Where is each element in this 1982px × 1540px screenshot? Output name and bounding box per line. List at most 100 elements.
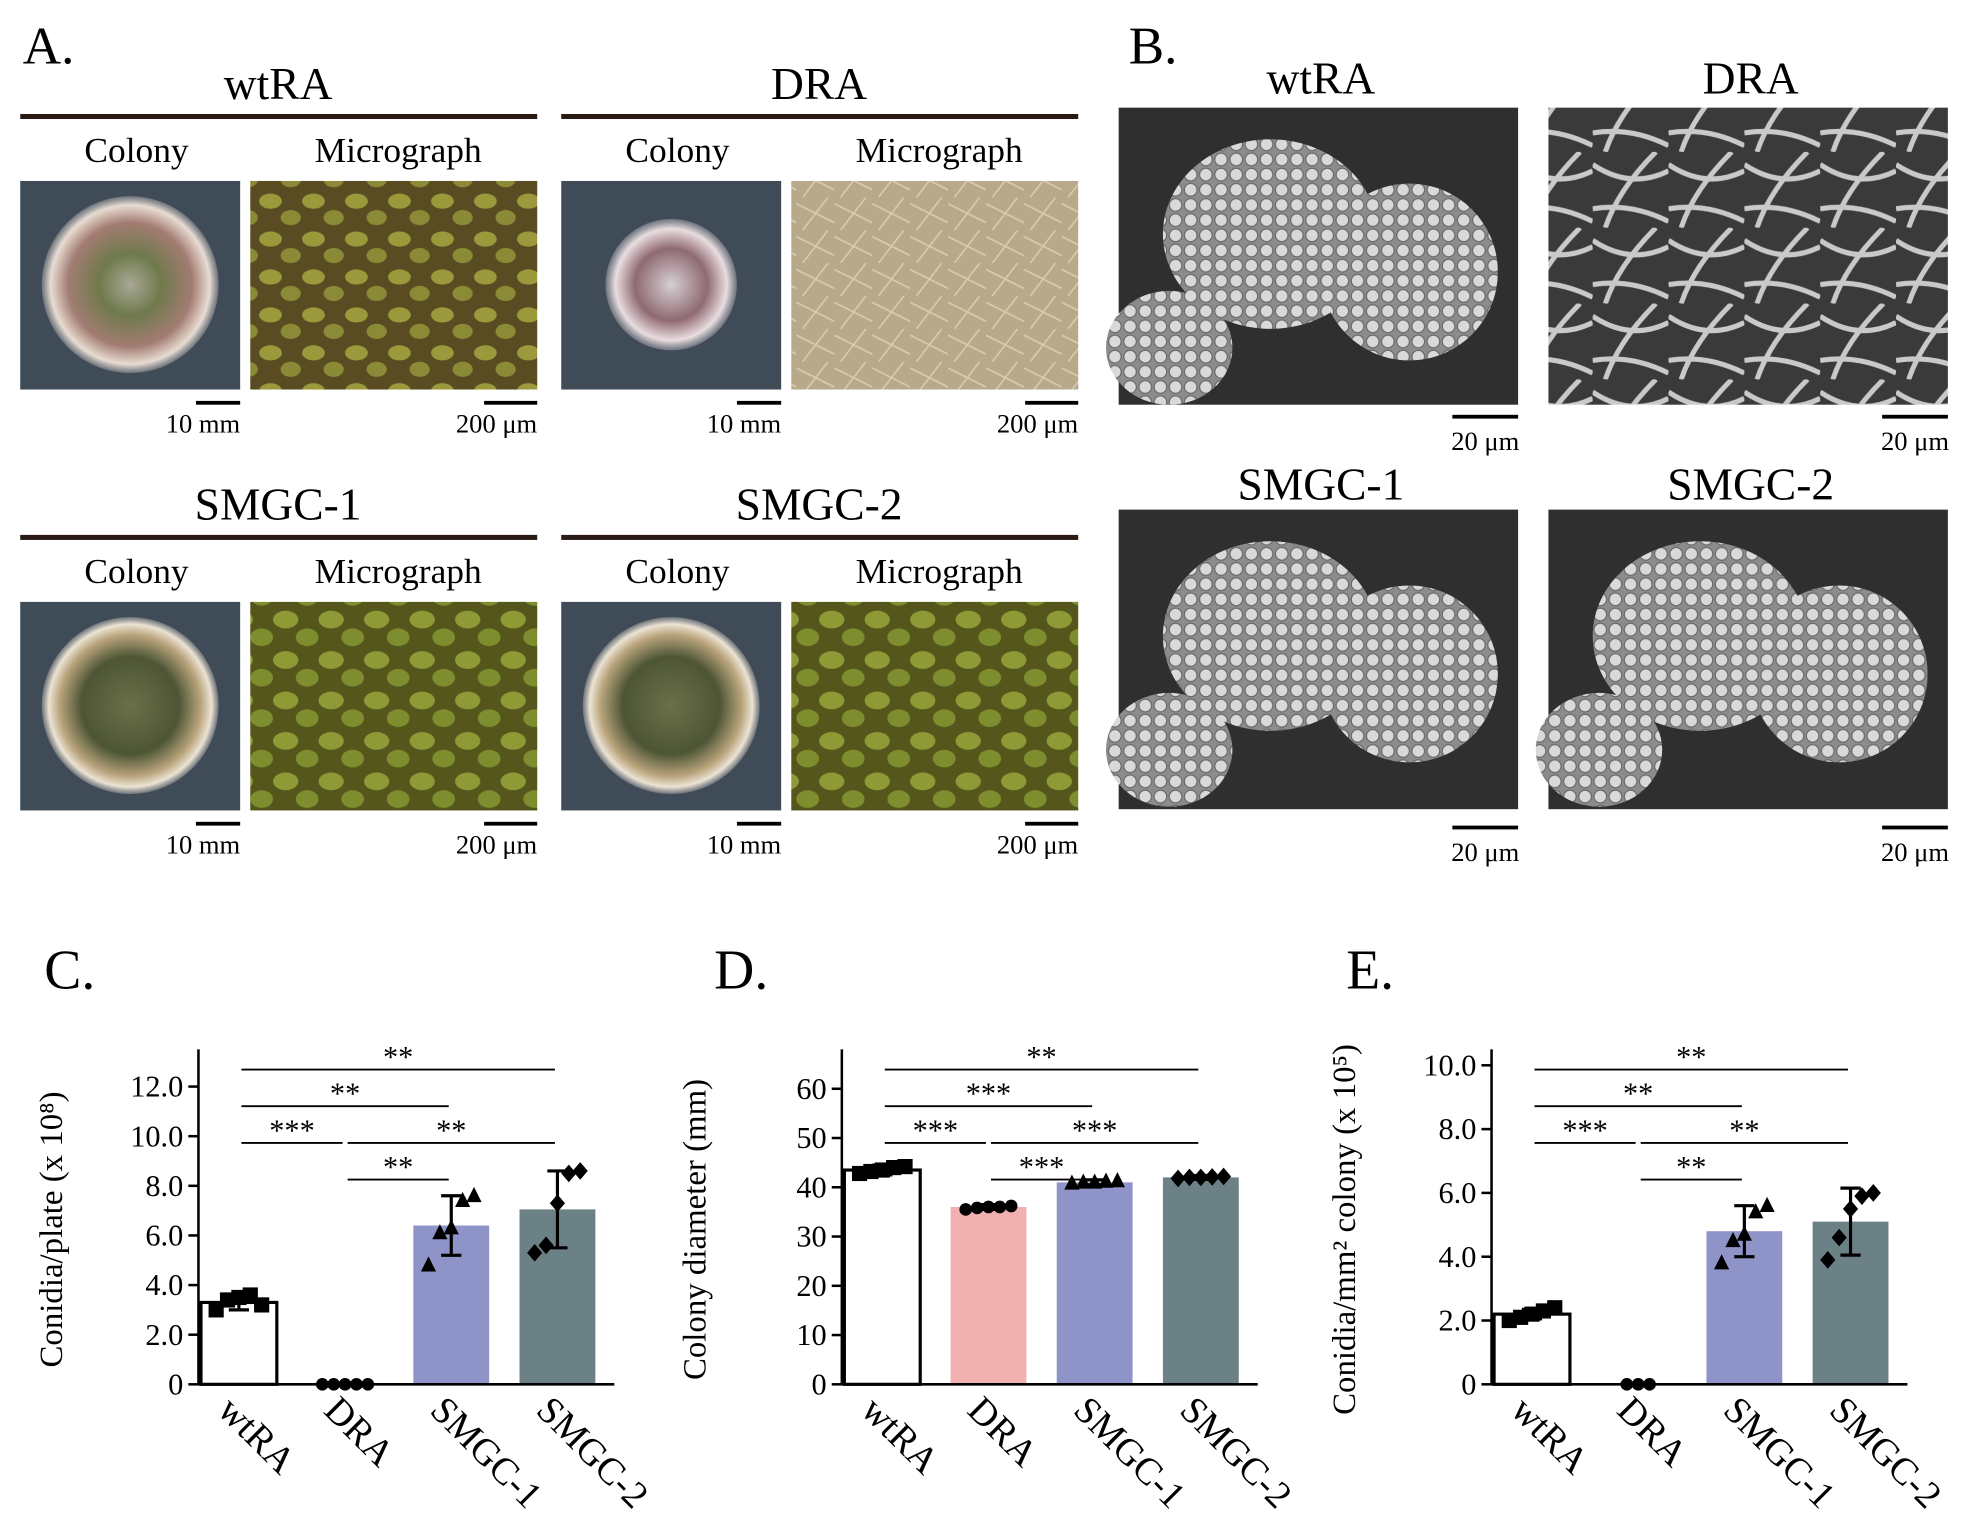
conidia-cluster bbox=[1320, 183, 1498, 361]
significance-label: *** bbox=[913, 1113, 959, 1147]
scale-bar bbox=[1025, 821, 1079, 826]
data-point bbox=[982, 1200, 995, 1214]
data-point bbox=[561, 1164, 577, 1183]
title-rule bbox=[561, 113, 1079, 120]
x-tick-label: wtRA bbox=[853, 1389, 947, 1483]
title-rule bbox=[20, 534, 538, 540]
y-tick-label: 30 bbox=[796, 1220, 826, 1254]
strain-title: SMGC-1 bbox=[195, 479, 362, 530]
significance-label: ** bbox=[1676, 1150, 1706, 1184]
micrograph-photo bbox=[791, 601, 1079, 811]
y-tick-label: 6.0 bbox=[1438, 1176, 1476, 1210]
scale-bar bbox=[736, 400, 782, 405]
scale-bar bbox=[1882, 414, 1948, 419]
y-tick-label: 4.0 bbox=[1438, 1240, 1476, 1274]
data-point bbox=[1736, 1225, 1752, 1241]
y-axis-label: Conidia/mm² colony (x 10⁵) bbox=[1327, 1044, 1363, 1415]
panel-label: D. bbox=[714, 940, 768, 1002]
scale-label: 10 mm bbox=[707, 829, 782, 859]
data-point bbox=[1170, 1169, 1186, 1188]
y-tick-label: 10.0 bbox=[130, 1119, 183, 1153]
y-tick-label: 8.0 bbox=[1438, 1112, 1476, 1146]
column-label: Micrograph bbox=[856, 130, 1023, 170]
significance-label: ** bbox=[330, 1077, 360, 1111]
y-tick-label: 8.0 bbox=[145, 1169, 183, 1203]
x-tick-label: SMGC-1 bbox=[1066, 1389, 1194, 1517]
y-tick-label: 50 bbox=[796, 1121, 826, 1155]
scale-label: 20 μm bbox=[1451, 426, 1519, 456]
data-point bbox=[208, 1302, 224, 1318]
strain-title: DRA bbox=[1703, 53, 1799, 104]
conidia-cluster bbox=[1535, 692, 1663, 807]
x-tick-label: DRA bbox=[1609, 1389, 1696, 1476]
significance-label: ** bbox=[383, 1150, 413, 1184]
bar bbox=[842, 1168, 922, 1386]
scale-bar bbox=[195, 821, 241, 826]
bar bbox=[950, 1206, 1027, 1385]
y-tick-label: 2.0 bbox=[145, 1318, 183, 1352]
data-point bbox=[1854, 1187, 1870, 1205]
conidia-cluster bbox=[1750, 585, 1928, 763]
data-point bbox=[432, 1224, 448, 1240]
scale-bar bbox=[1025, 400, 1079, 405]
scale-label: 20 μm bbox=[1881, 837, 1949, 867]
scale-label: 10 mm bbox=[166, 409, 241, 439]
data-point bbox=[1109, 1172, 1125, 1188]
data-point bbox=[1075, 1173, 1091, 1189]
scale-bar bbox=[484, 821, 538, 826]
y-tick-label: 6.0 bbox=[145, 1219, 183, 1253]
scale-bar bbox=[736, 821, 782, 826]
bar bbox=[1162, 1177, 1239, 1385]
significance-label: ** bbox=[1676, 1040, 1706, 1074]
significance-label: ** bbox=[1623, 1077, 1653, 1111]
data-point bbox=[443, 1219, 459, 1235]
data-point bbox=[549, 1194, 566, 1213]
column-label: Micrograph bbox=[315, 551, 482, 591]
data-point bbox=[970, 1201, 984, 1215]
scale-label: 200 μm bbox=[456, 409, 538, 439]
title-rule bbox=[20, 113, 538, 120]
x-tick-label: SMGC-2 bbox=[1821, 1389, 1949, 1517]
strain-title: DRA bbox=[771, 58, 867, 109]
data-point bbox=[572, 1162, 588, 1180]
strain-title: SMGC-2 bbox=[1667, 458, 1834, 509]
panel-label: E. bbox=[1346, 940, 1394, 1002]
x-tick-label: wtRA bbox=[1503, 1389, 1597, 1483]
panel-label: A. bbox=[23, 17, 75, 75]
data-point bbox=[1004, 1199, 1018, 1213]
data-point bbox=[1547, 1300, 1563, 1316]
scale-bar bbox=[1452, 825, 1519, 830]
data-point bbox=[1831, 1228, 1847, 1247]
data-point bbox=[1181, 1168, 1198, 1187]
data-point bbox=[993, 1200, 1007, 1214]
data-point bbox=[1865, 1184, 1881, 1202]
data-point bbox=[254, 1297, 270, 1313]
micrograph-photo bbox=[791, 180, 1079, 390]
x-tick-label: wtRA bbox=[210, 1389, 304, 1483]
data-point bbox=[1748, 1203, 1764, 1219]
panel-label: B. bbox=[1129, 17, 1178, 75]
strain-title: SMGC-2 bbox=[736, 479, 903, 530]
data-point bbox=[1725, 1231, 1741, 1248]
data-point bbox=[1064, 1174, 1080, 1190]
data-point bbox=[1759, 1196, 1775, 1212]
x-tick-label: SMGC-2 bbox=[1172, 1389, 1300, 1517]
bar bbox=[1056, 1182, 1133, 1385]
significance-label: *** bbox=[269, 1113, 315, 1147]
scale-label: 200 μm bbox=[997, 409, 1079, 439]
y-tick-label: 12.0 bbox=[130, 1070, 183, 1104]
y-tick-label: 4.0 bbox=[145, 1268, 183, 1302]
y-tick-label: 20 bbox=[796, 1269, 826, 1303]
significance-label: *** bbox=[1072, 1113, 1118, 1147]
scale-label: 200 μm bbox=[456, 829, 538, 859]
y-axis-label: Conidia/plate (x 10⁸) bbox=[34, 1091, 70, 1367]
column-label: Colony bbox=[84, 130, 188, 170]
scale-label: 20 μm bbox=[1451, 837, 1519, 867]
scale-bar bbox=[1452, 414, 1519, 419]
significance-label: ** bbox=[436, 1113, 466, 1147]
data-point bbox=[1098, 1172, 1114, 1188]
y-axis-label: Colony diameter (mm) bbox=[677, 1079, 713, 1380]
scale-label: 10 mm bbox=[166, 829, 241, 859]
